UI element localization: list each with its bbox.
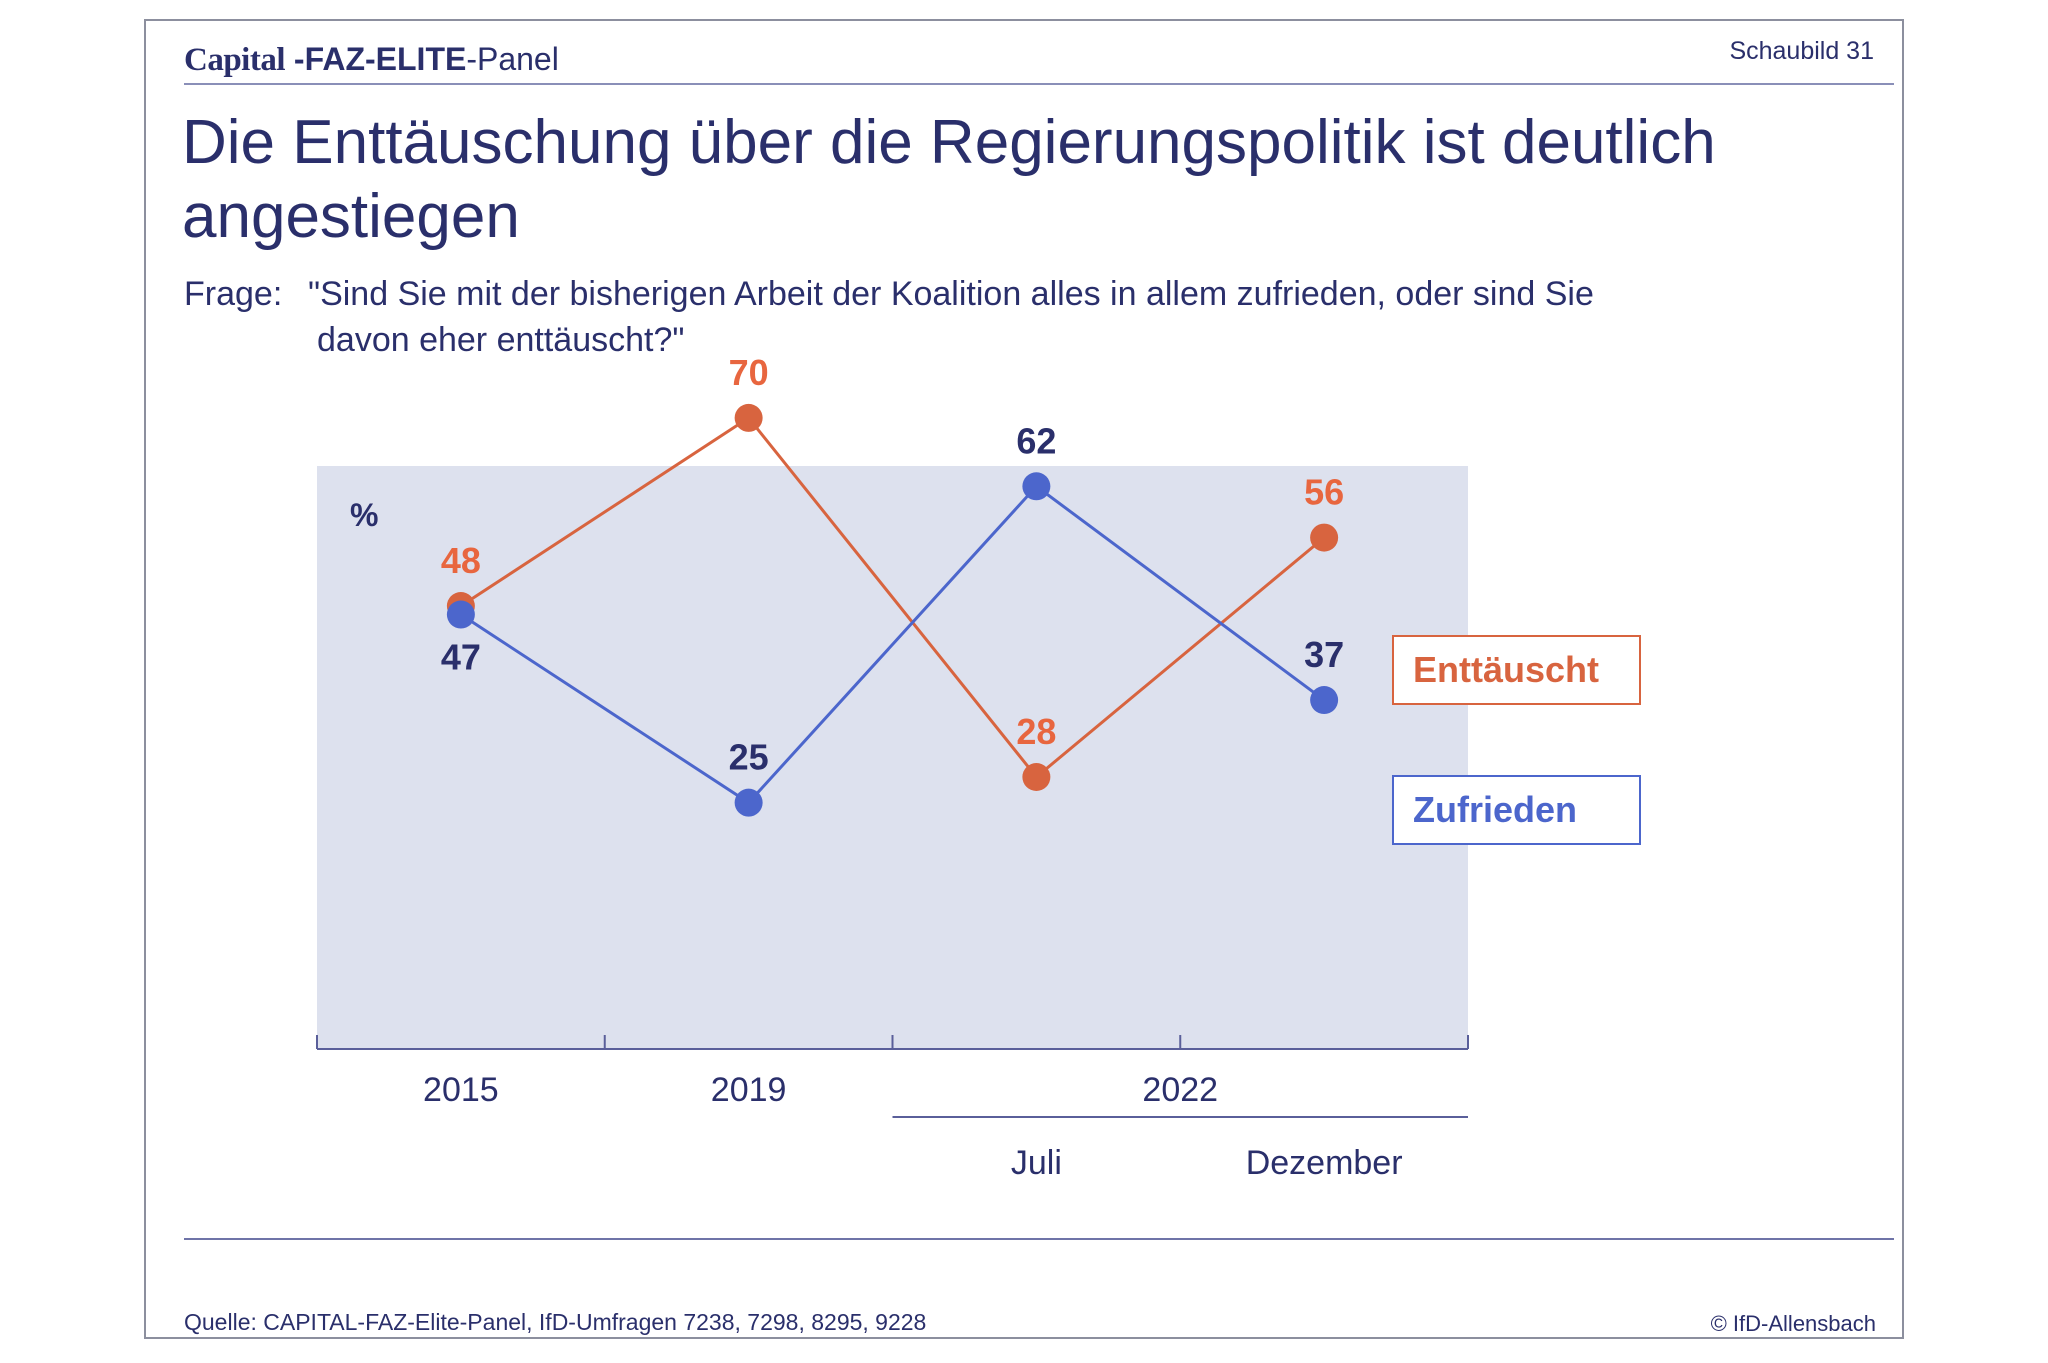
footer-rule: [184, 1238, 1894, 1240]
x-tick-label: 2022: [1142, 1071, 1218, 1109]
legend-label-enttaeuscht: Enttäuscht: [1413, 649, 1599, 690]
value-label-zufrieden: 62: [1016, 420, 1056, 461]
data-point-enttaeuscht: [1022, 763, 1051, 791]
question-text-line2: davon eher enttäuscht?": [317, 321, 685, 359]
value-label-enttaeuscht: 28: [1016, 711, 1056, 752]
page-title: Die Enttäuschung über die Regierungspoli…: [182, 108, 1716, 251]
x-tick-label: 2015: [423, 1071, 499, 1109]
value-label-enttaeuscht: 56: [1304, 472, 1344, 513]
question-label: Frage:: [184, 275, 283, 313]
value-label-zufrieden: 25: [729, 737, 769, 778]
survey-question: Frage: "Sind Sie mit der bisherigen Arbei…: [184, 271, 1824, 363]
series-line-zufrieden: [460, 484, 1326, 805]
legend-box-enttaeuscht: [1392, 635, 1641, 705]
data-point-enttaeuscht: [1310, 523, 1339, 552]
brand-panel: -Panel: [466, 41, 559, 77]
value-label-enttaeuscht: 70: [729, 352, 769, 393]
line-chart: % 2015 2019 2022 Juli Dezember 48 47 70 25 28 62 56 3…: [316, 352, 1641, 1182]
data-point-zufrieden: [1310, 686, 1339, 715]
value-label-zufrieden: 47: [441, 637, 481, 678]
source-note: Quelle: CAPITAL-FAZ-Elite-Panel, IfD-Umf…: [184, 1309, 927, 1335]
figure-number: Schaubild 31: [1729, 37, 1874, 65]
slide-frame: Capital -FAZ-ELITE-Panel Schaubild 31 Di…: [144, 19, 1904, 1339]
brand-capital: Capital: [184, 42, 286, 78]
plot-background: [317, 466, 1468, 1049]
series-line-enttaeuscht: [460, 415, 1326, 780]
data-point-zufrieden: [446, 600, 475, 629]
legend-label-zufrieden: Zufrieden: [1413, 789, 1577, 830]
data-point-zufrieden: [734, 788, 763, 817]
brand-logo: Capital -FAZ-ELITE-Panel: [184, 41, 559, 79]
question-text-line1: "Sind Sie mit der bisherigen Arbeit der …: [308, 275, 1594, 313]
value-label-zufrieden: 37: [1304, 634, 1344, 675]
brand-faz-elite: -FAZ-ELITE: [285, 41, 467, 77]
copyright: © IfD-Allensbach: [1710, 1311, 1876, 1336]
data-point-enttaeuscht: [734, 403, 763, 432]
value-label-enttaeuscht: 48: [441, 540, 481, 581]
unit-label: %: [350, 497, 378, 533]
legend-box-zufrieden: [1392, 775, 1641, 845]
x-sub-label: Dezember: [1246, 1144, 1403, 1182]
x-sub-label: Juli: [1011, 1144, 1062, 1182]
x-tick-label: 2019: [711, 1071, 787, 1109]
header-rule: [184, 83, 1894, 85]
data-point-zufrieden: [1022, 472, 1051, 501]
